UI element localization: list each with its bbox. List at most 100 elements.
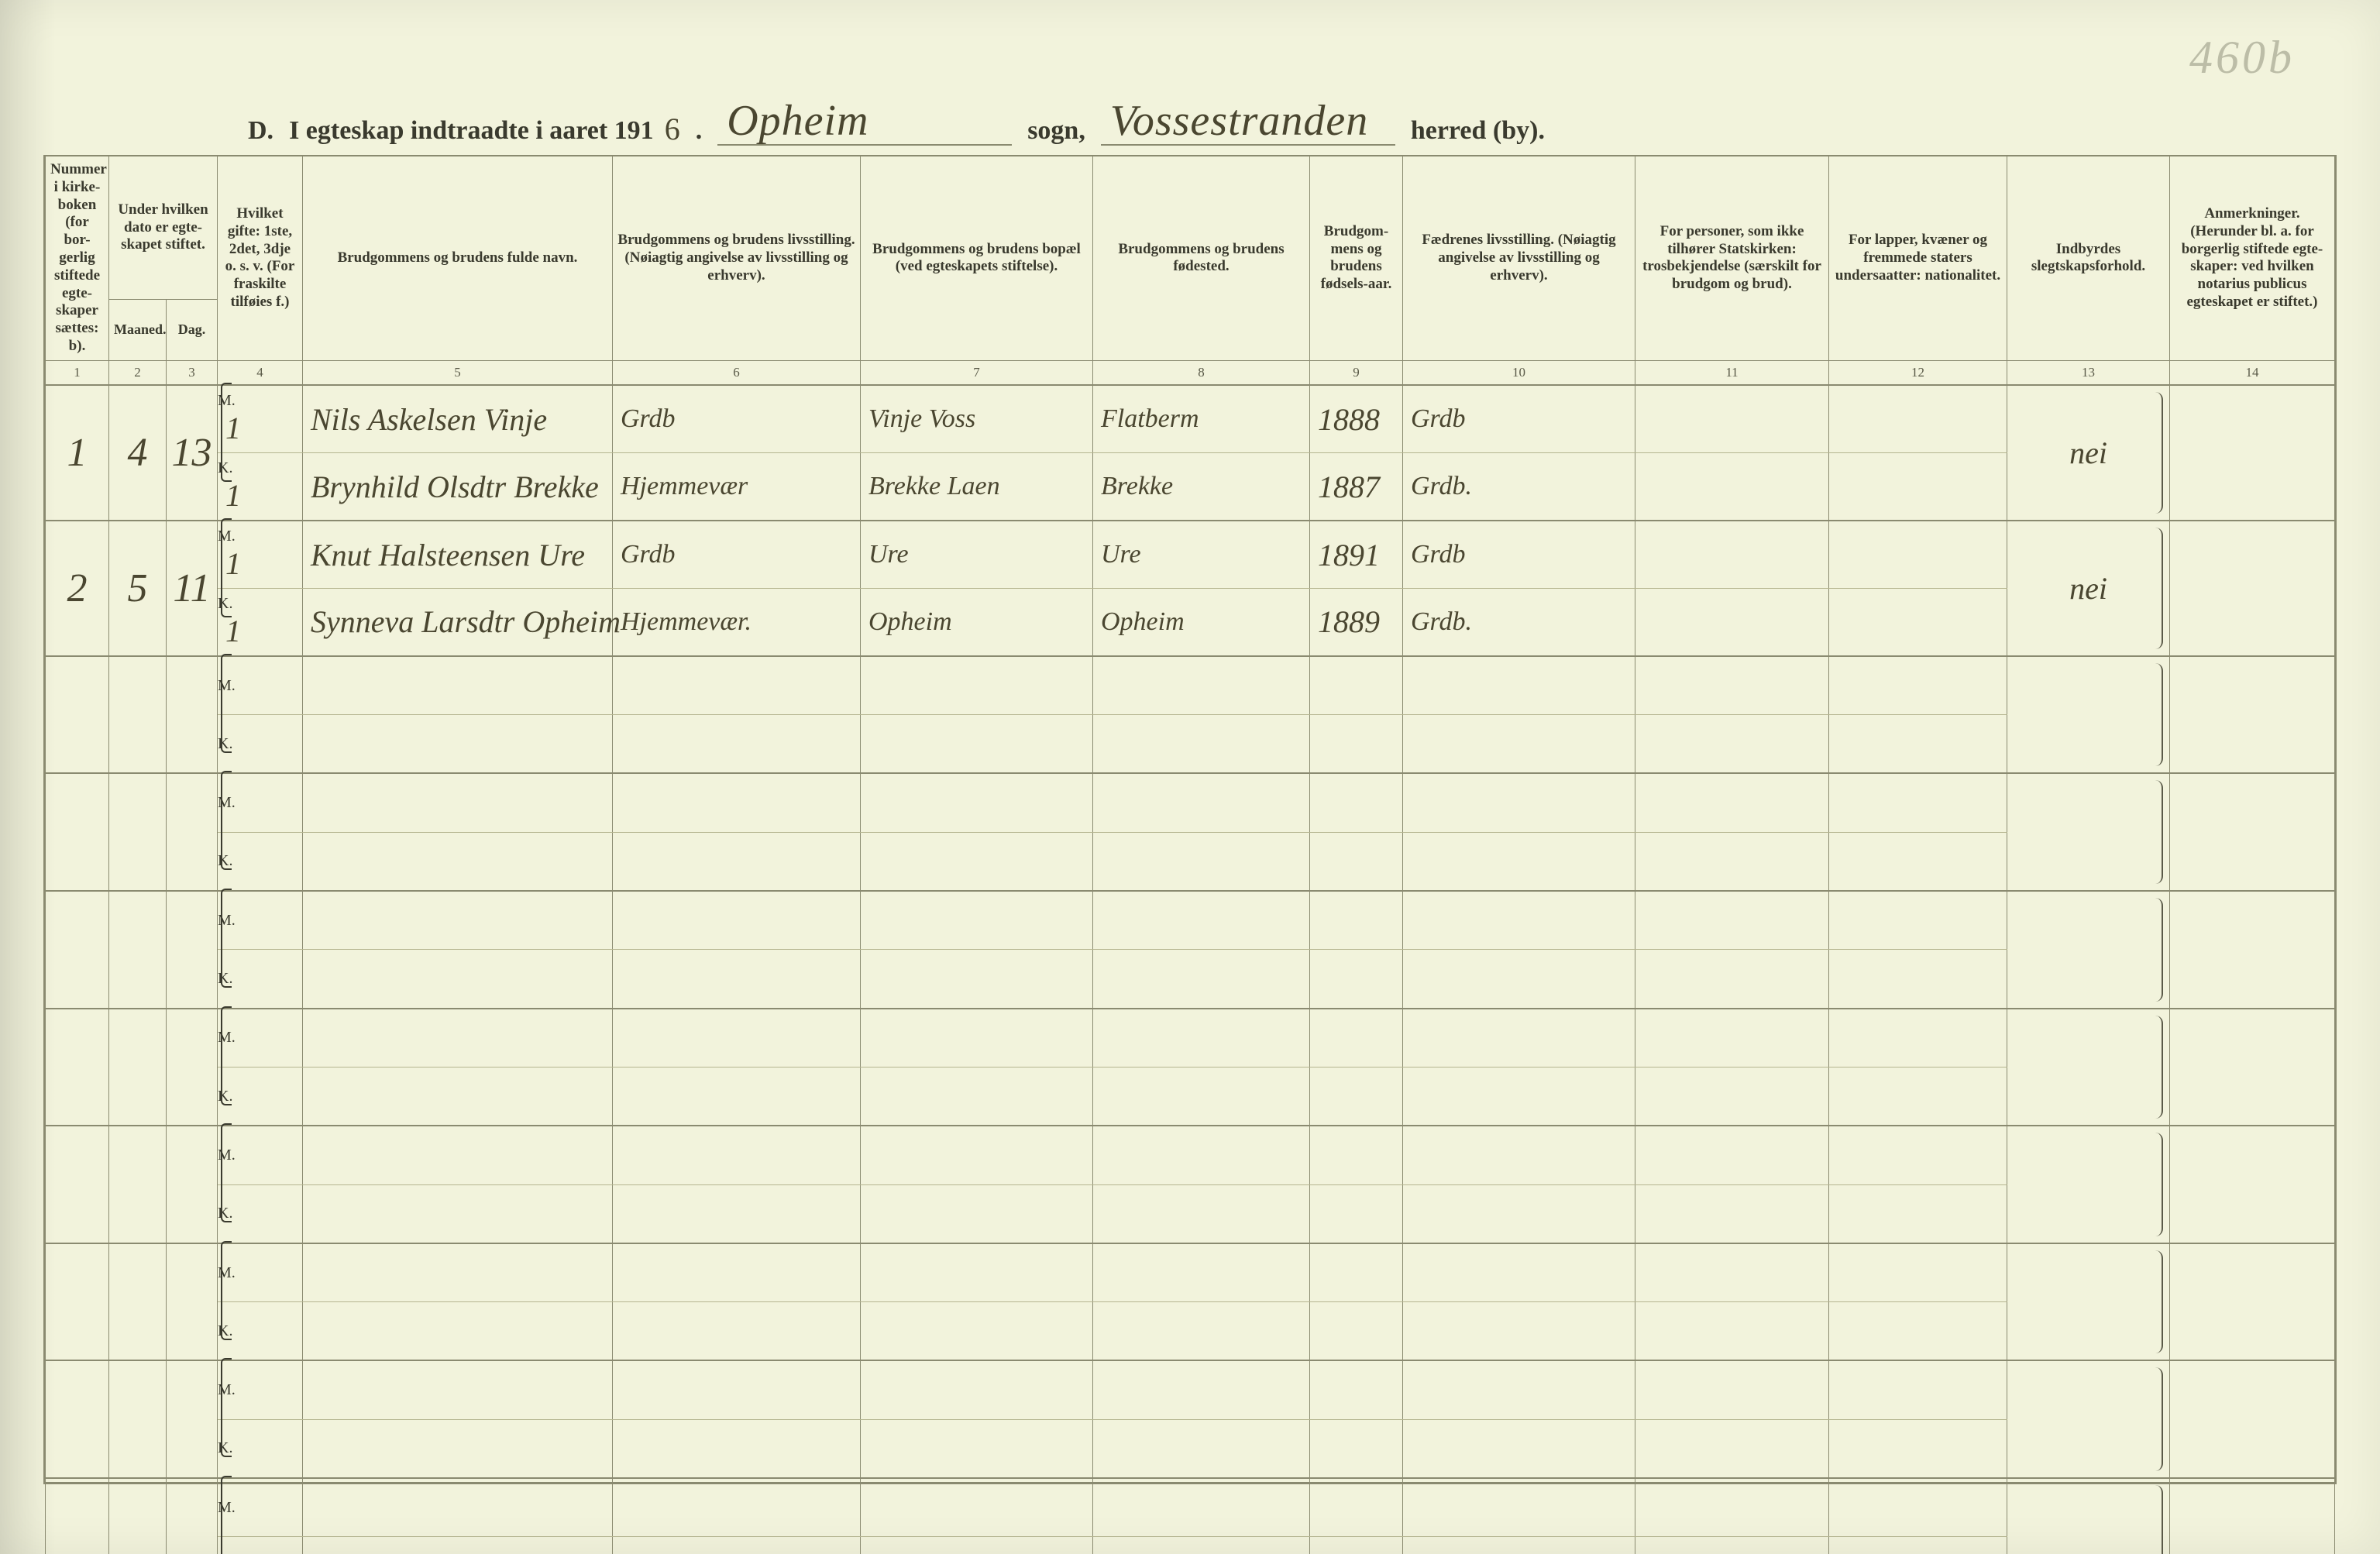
mk-cell-m: M. — [218, 1360, 303, 1419]
col-header-4: Hvilket gifte: 1ste, 2det, 3dje o. s. v.… — [218, 156, 303, 360]
cell-residence — [861, 1067, 1093, 1126]
mk-label: K. — [218, 852, 232, 869]
cell-notes — [2170, 385, 2335, 521]
entry-row-k: K. 1Synneva Larsdtr OpheimHjemmevær.Ophe… — [46, 588, 2335, 655]
entry-month — [109, 773, 167, 891]
col-header-6: Brudgommens og brudens livsstilling. (Nø… — [613, 156, 861, 360]
entry-row-k: K. 1Brynhild Olsdtr BrekkeHjemmeværBrekk… — [46, 453, 2335, 521]
handwritten-value: Grdb. — [1403, 607, 1635, 637]
handwritten-value: 1888 — [1310, 401, 1402, 438]
cell-notes — [2170, 1126, 2335, 1243]
cell-birthplace — [1093, 656, 1310, 715]
cell-birthplace: Opheim — [1093, 588, 1310, 655]
handwritten-value: Synneva Larsdtr Opheim — [303, 603, 612, 640]
cell-residence — [861, 1184, 1093, 1243]
cell-father — [1403, 773, 1635, 832]
entry-number — [46, 1360, 109, 1478]
entry-day — [167, 1126, 218, 1243]
cell-occ: Grdb — [613, 385, 861, 452]
entry-row-m: M. — [46, 891, 2335, 950]
cell-year: 1887 — [1310, 453, 1403, 521]
handwritten-value: Brekke — [1093, 472, 1309, 501]
col-header-8: Brudgommens og brudens fødested. — [1093, 156, 1310, 360]
mk-label: K. — [218, 459, 232, 476]
cell-year — [1310, 1067, 1403, 1126]
cell-occ — [613, 891, 861, 950]
entry-month — [109, 1478, 167, 1554]
entry-row-k: K. — [46, 1537, 2335, 1554]
cell-year — [1310, 950, 1403, 1009]
entry-month — [109, 891, 167, 1009]
handwritten-value: 1 — [218, 613, 302, 649]
cell-year — [1310, 1243, 1403, 1302]
entry-month — [109, 1009, 167, 1126]
cell-residence — [861, 1360, 1093, 1419]
cell-kinship — [2007, 1126, 2170, 1243]
cell-c12 — [1829, 1302, 2007, 1361]
cell-year — [1310, 1419, 1403, 1478]
mk-cell-m: M. — [218, 656, 303, 715]
mk-cell-m: M. — [218, 1478, 303, 1537]
entry-day — [167, 1478, 218, 1554]
cell-c11 — [1635, 1302, 1829, 1361]
cell-birthplace — [1093, 1302, 1310, 1361]
cell-residence: Brekke Laen — [861, 453, 1093, 521]
cell-name — [303, 832, 613, 891]
cell-c12 — [1829, 832, 2007, 891]
cell-residence — [861, 1302, 1093, 1361]
cell-kinship — [2007, 1478, 2170, 1554]
cell-residence: Ure — [861, 521, 1093, 588]
cell-name — [303, 1243, 613, 1302]
cell-c12 — [1829, 950, 2007, 1009]
entry-row-m: M. — [46, 1126, 2335, 1184]
entry-month — [109, 656, 167, 774]
handwritten-value: Knut Halsteensen Ure — [303, 537, 612, 573]
handwritten-value: Flatberm — [1093, 404, 1309, 434]
entry-day — [167, 1243, 218, 1361]
entry-row-k: K. — [46, 1419, 2335, 1478]
cell-occ — [613, 1009, 861, 1068]
cell-name: Knut Halsteensen Ure — [303, 521, 613, 588]
entry-number — [46, 1478, 109, 1554]
col-header-7: Brudgommens og brudens bopæl (ved egtesk… — [861, 156, 1093, 360]
entry-number — [46, 773, 109, 891]
colnum: 14 — [2170, 360, 2335, 385]
cell-name — [303, 1478, 613, 1537]
cell-year: 1889 — [1310, 588, 1403, 655]
cell-birthplace — [1093, 950, 1310, 1009]
cell-father — [1403, 656, 1635, 715]
entry-month — [109, 1243, 167, 1361]
cell-residence — [861, 1009, 1093, 1068]
cell-year — [1310, 1537, 1403, 1554]
mk-cell-k: K. — [218, 1184, 303, 1243]
col-header-9: Brudgom-mens og brudens fødsels-aar. — [1310, 156, 1403, 360]
handwritten-value: Vinje Voss — [861, 404, 1092, 434]
cell-residence — [861, 950, 1093, 1009]
mk-cell-k: K. — [218, 715, 303, 774]
cell-father — [1403, 1009, 1635, 1068]
mk-cell-m: M. 1 — [218, 521, 303, 588]
entry-row-m: 2511M. 1Knut Halsteensen UreGrdbUreUre18… — [46, 521, 2335, 588]
sogn-blank: Opheim — [717, 108, 1012, 146]
cell-father — [1403, 891, 1635, 950]
cell-c12 — [1829, 715, 2007, 774]
cell-occ — [613, 1360, 861, 1419]
cell-occ — [613, 1302, 861, 1361]
handwritten-value: 1891 — [1310, 537, 1402, 573]
handwritten-value: Ure — [1093, 540, 1309, 569]
page-number-pencil: 460b — [2189, 31, 2295, 84]
col-header-14: Anmerkninger. (Herunder bl. a. for borge… — [2170, 156, 2335, 360]
entry-row-m: M. — [46, 1478, 2335, 1537]
table-header: Nummer i kirke-boken (for bor-gerlig sti… — [46, 156, 2335, 385]
cell-c12 — [1829, 773, 2007, 832]
cell-name — [303, 715, 613, 774]
cell-birthplace: Brekke — [1093, 453, 1310, 521]
mk-cell-m: M. — [218, 1243, 303, 1302]
cell-kinship — [2007, 773, 2170, 891]
handwritten-value: nei — [2007, 435, 2169, 471]
cell-notes — [2170, 1009, 2335, 1126]
title-prefix: D. — [248, 116, 273, 146]
entry-month: 4 — [109, 385, 167, 521]
cell-father — [1403, 1360, 1635, 1419]
mk-label: K. — [218, 1322, 232, 1339]
